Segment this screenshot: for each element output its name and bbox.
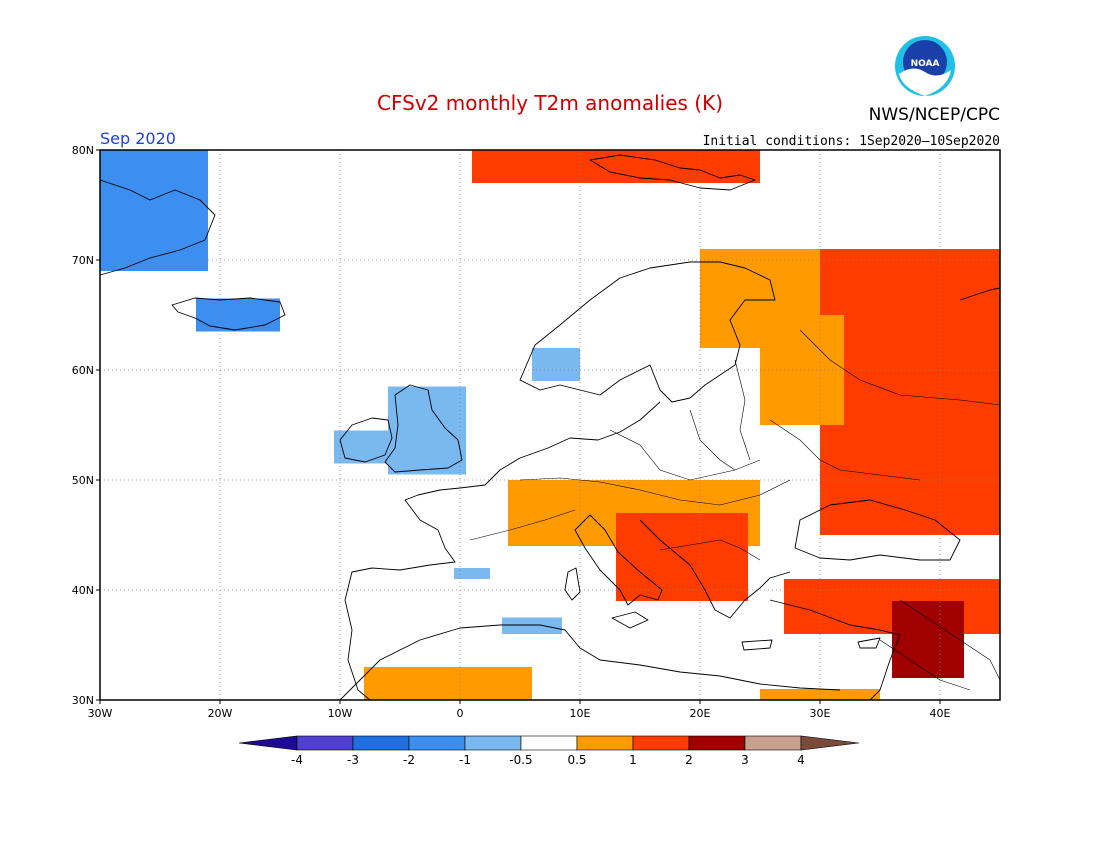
colorbar-level-label: 3 bbox=[741, 753, 749, 767]
lon-tick-label: 0 bbox=[457, 707, 464, 720]
colorbar-swatch bbox=[744, 735, 802, 751]
lon-tick-label: 10E bbox=[570, 707, 591, 720]
lon-tick-label: 30W bbox=[88, 707, 113, 720]
colorbar-level-label: 4 bbox=[797, 753, 805, 767]
colorbar-swatch bbox=[296, 735, 354, 751]
lon-tick-label: 20W bbox=[208, 707, 233, 720]
anomaly-region-finland bbox=[760, 315, 844, 425]
logo-text: NOAA bbox=[911, 59, 940, 69]
country-borders bbox=[469, 329, 1001, 691]
colorbar-level-label: -3 bbox=[347, 753, 359, 767]
colorbar-under-triangle bbox=[238, 735, 298, 751]
anomaly-region-balkans bbox=[616, 513, 748, 601]
colorbar-level-label: -1 bbox=[459, 753, 471, 767]
anomaly-region-north-africa bbox=[502, 617, 562, 634]
lat-tick-label: 50N bbox=[72, 474, 94, 487]
colorbar-swatch bbox=[576, 735, 634, 751]
colorbar-level-label: -4 bbox=[291, 753, 303, 767]
anomaly-region-iberia bbox=[454, 568, 490, 579]
map-frame bbox=[99, 149, 1001, 701]
lat-tick-label: 30N bbox=[72, 694, 94, 707]
lon-tick-label: 40E bbox=[930, 707, 951, 720]
lat-tick-label: 60N bbox=[72, 364, 94, 377]
initial-conditions-label: Initial conditions: 1Sep2020–10Sep2020 bbox=[703, 134, 1000, 149]
colorbar-level-label: -2 bbox=[403, 753, 415, 767]
noaa-logo: NOAA bbox=[895, 36, 955, 96]
lat-tick-label: 70N bbox=[72, 254, 94, 267]
anomaly-region-iceland bbox=[196, 298, 280, 332]
colorbar-over-triangle bbox=[800, 735, 860, 751]
colorbar-swatch bbox=[632, 735, 690, 751]
colorbar-swatch bbox=[408, 735, 466, 751]
anomaly-region-sahara bbox=[364, 667, 532, 700]
lat-tick-label: 80N bbox=[72, 144, 94, 157]
anomaly-region-svalbard bbox=[472, 150, 760, 183]
lon-tick-label: 10W bbox=[328, 707, 353, 720]
anomaly-region-greenland bbox=[100, 150, 208, 271]
lon-tick-label: 20E bbox=[690, 707, 711, 720]
anomaly-region-great-britain bbox=[388, 386, 466, 475]
coastlines bbox=[99, 154, 1001, 701]
lat-tick-label: 40N bbox=[72, 584, 94, 597]
anomaly-region-norway bbox=[532, 348, 580, 381]
lon-tick-label: 30E bbox=[810, 707, 831, 720]
colorbar-level-label: 1 bbox=[629, 753, 637, 767]
colorbar-swatch bbox=[352, 735, 410, 751]
map-plot-area bbox=[99, 149, 1001, 701]
colorbar-level-label: -0.5 bbox=[509, 753, 532, 767]
month-label: Sep 2020 bbox=[100, 129, 176, 148]
longitude-tick-labels: 30W 20W 10W 0 10E 20E 30E 40E bbox=[88, 700, 951, 720]
colorbar-swatch bbox=[464, 735, 522, 751]
colorbar: -4 -3 -2 -1 -0.5 0.5 1 2 3 4 bbox=[238, 735, 860, 767]
anomaly-region-western-russia bbox=[820, 249, 1000, 535]
agency-label: NWS/NCEP/CPC bbox=[869, 105, 1000, 125]
latitude-tick-labels: 80N 70N 60N 50N 40N 30N bbox=[72, 144, 100, 707]
colorbar-swatch bbox=[520, 735, 578, 751]
figure-title: CFSv2 monthly T2m anomalies (K) bbox=[377, 91, 723, 115]
colorbar-level-label: 0.5 bbox=[567, 753, 586, 767]
colorbar-level-label: 2 bbox=[685, 753, 693, 767]
anomaly-region-middle-east bbox=[892, 601, 964, 678]
colorbar-swatch bbox=[688, 735, 746, 751]
